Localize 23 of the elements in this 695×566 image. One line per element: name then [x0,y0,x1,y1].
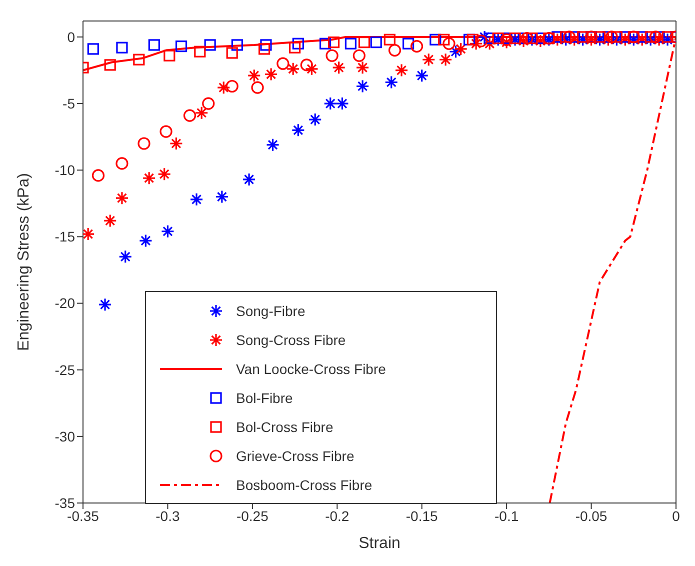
x-tick-label: -0.05 [575,508,608,524]
y-tick-label: -5 [62,96,76,112]
x-tick-label: -0.15 [406,508,438,524]
x-tick-label: -0.2 [325,508,350,524]
x-tick-label: -0.1 [494,508,519,524]
legend-label: Bol-Fibre [236,390,293,406]
y-tick-label: -10 [54,162,76,178]
x-tick-label: -0.3 [156,508,180,524]
y-tick-label: -30 [54,428,76,444]
y-tick-label: -25 [54,362,76,378]
legend-label: Bosboom-Cross Fibre [236,476,372,492]
y-axis-title: Engineering Stress (kPa) [16,173,33,351]
x-tick-label: 0 [672,508,680,524]
legend-label: Bol-Cross Fibre [236,418,334,434]
legend-label: Van Loocke-Cross Fibre [236,360,386,376]
x-tick-label: -0.25 [236,508,269,524]
y-tick-label: -15 [54,228,76,245]
y-tick-label: -20 [54,295,76,312]
y-tick-label: 0 [67,28,76,45]
legend-label: Grieve-Cross Fibre [236,448,354,464]
x-axis-title: Strain [358,535,400,552]
legend-label: Song-Cross Fibre [236,332,346,348]
legend-label: Song-Fibre [236,302,306,318]
